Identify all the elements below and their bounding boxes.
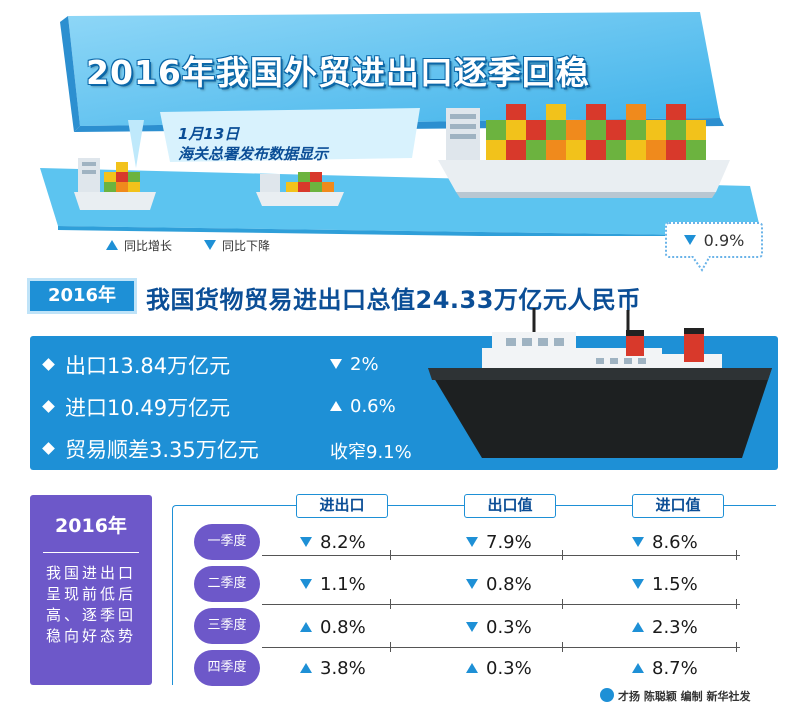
- diamond-bullet-icon: [42, 358, 55, 371]
- row-divider: [262, 647, 740, 648]
- side-card-year: 2016年: [55, 515, 127, 537]
- up-triangle-icon: [632, 663, 644, 673]
- table-cell: 8.6%: [632, 532, 698, 553]
- table-cell: 0.3%: [466, 617, 532, 638]
- table-cell: 0.3%: [466, 658, 532, 679]
- up-triangle-icon: [106, 240, 118, 250]
- total-change-callout: 0.9%: [665, 222, 763, 258]
- column-header-total: 进出口: [296, 494, 388, 518]
- container-stack: [486, 104, 706, 160]
- xinhua-logo-icon: [600, 688, 614, 702]
- table-cell: 1.1%: [300, 574, 366, 595]
- up-triangle-icon: [300, 663, 312, 673]
- table-cell: 0.8%: [300, 617, 366, 638]
- row-tick: [736, 550, 737, 560]
- down-triangle-icon: [300, 579, 312, 589]
- row-tick: [390, 550, 391, 560]
- up-triangle-icon: [330, 401, 342, 411]
- down-triangle-icon: [204, 240, 216, 250]
- ship-illustration: [428, 308, 772, 458]
- down-triangle-icon: [466, 579, 478, 589]
- table-cell: 1.5%: [632, 574, 698, 595]
- down-triangle-icon: [466, 622, 478, 632]
- release-source: 海关总署发布数据显示: [178, 145, 329, 163]
- row-divider: [262, 555, 740, 556]
- quarter-label-q3: 三季度: [194, 608, 260, 644]
- small-cargo-ship-middle: [256, 172, 344, 206]
- large-cargo-ship: [438, 104, 730, 198]
- title-banner: [40, 8, 762, 236]
- table-cell: 3.8%: [300, 658, 366, 679]
- table-cell: 0.8%: [466, 574, 532, 595]
- column-header-export: 出口值: [464, 494, 556, 518]
- summary-change-export: 2%: [330, 354, 379, 375]
- row-tick: [562, 550, 563, 560]
- down-triangle-icon: [330, 359, 342, 369]
- table-cell: 2.3%: [632, 617, 698, 638]
- side-card-divider: [43, 552, 139, 553]
- side-summary-card: 2016年 我国进出口呈现前低后高、逐季回稳向好态势: [30, 495, 152, 685]
- summary-panel: 出口13.84万亿元 2% 进口10.49万亿元 0.6% 贸易顺差3.35万亿…: [30, 308, 778, 470]
- down-triangle-icon: [683, 235, 696, 245]
- quarter-label-q1: 一季度: [194, 524, 260, 560]
- side-card-description: 我国进出口呈现前低后高、逐季回稳向好态势: [45, 564, 136, 645]
- release-date: 1月13日: [178, 125, 240, 143]
- table-cell: 8.2%: [300, 532, 366, 553]
- quarter-label-q2: 二季度: [194, 566, 260, 602]
- summary-change-surplus: 收窄9.1%: [330, 442, 412, 463]
- headline-text: 我国货物贸易进出口总值24.33万亿元人民币: [146, 286, 641, 314]
- summary-change-import: 0.6%: [330, 396, 396, 417]
- legend-decrease: 同比下降: [204, 237, 270, 254]
- summary-label: 出口13.84万亿元: [65, 354, 231, 378]
- summary-label: 贸易顺差3.35万亿元: [65, 438, 259, 462]
- legend-decrease-label: 同比下降: [222, 239, 271, 253]
- row-tick: [390, 642, 391, 652]
- legend-increase-label: 同比增长: [124, 239, 173, 253]
- table-cell: 7.9%: [466, 532, 532, 553]
- up-triangle-icon: [300, 622, 312, 632]
- banner-subtitle: 1月13日 海关总署发布数据显示: [178, 124, 408, 164]
- diamond-bullet-icon: [42, 442, 55, 455]
- main-title: 2016年我国外贸进出口逐季回稳: [86, 53, 590, 92]
- small-cargo-ship-left: [74, 158, 156, 210]
- row-tick: [562, 642, 563, 652]
- row-tick: [562, 599, 563, 609]
- legend-increase: 同比增长: [106, 237, 172, 254]
- credit-text: 才扬 陈聪颖 编制 新华社发: [618, 690, 751, 703]
- quarter-label-q4: 四季度: [194, 650, 260, 686]
- down-triangle-icon: [632, 579, 644, 589]
- down-triangle-icon: [300, 537, 312, 547]
- row-tick: [736, 599, 737, 609]
- column-header-import: 进口值: [632, 494, 724, 518]
- row-divider: [262, 604, 740, 605]
- summary-row-export: 出口13.84万亿元: [42, 350, 231, 380]
- summary-label: 进口10.49万亿元: [65, 396, 231, 420]
- up-triangle-icon: [466, 663, 478, 673]
- summary-row-import: 进口10.49万亿元: [42, 392, 231, 422]
- credit-line: 才扬 陈聪颖 编制 新华社发: [600, 688, 751, 704]
- diamond-bullet-icon: [42, 400, 55, 413]
- headline-year-tag: 2016年: [30, 281, 134, 311]
- down-triangle-icon: [632, 537, 644, 547]
- row-tick: [390, 599, 391, 609]
- down-triangle-icon: [466, 537, 478, 547]
- callout-pointer: [691, 256, 711, 272]
- summary-row-surplus: 贸易顺差3.35万亿元: [42, 434, 259, 464]
- up-triangle-icon: [632, 622, 644, 632]
- total-change-value: 0.9%: [703, 231, 745, 250]
- row-tick: [736, 642, 737, 652]
- table-cell: 8.7%: [632, 658, 698, 679]
